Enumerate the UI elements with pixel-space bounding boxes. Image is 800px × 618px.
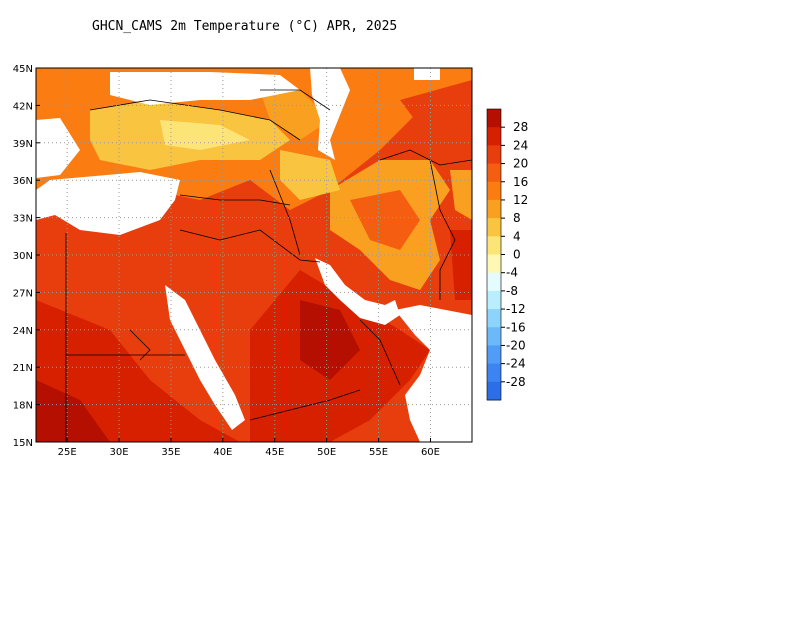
x-tick-label: 45E	[265, 447, 284, 458]
y-tick-label: 33N	[13, 214, 33, 225]
colorbar-label: 8	[513, 211, 521, 225]
y-tick-label: 15N	[13, 438, 33, 449]
x-tick-label: 30E	[110, 447, 129, 458]
colorbar-label: 12	[513, 193, 528, 207]
colorbar-swatch	[487, 181, 501, 201]
field-turkmen	[400, 80, 472, 150]
temperature-field	[36, 68, 472, 442]
colorbar-swatch	[487, 345, 501, 365]
field-afghan	[450, 170, 472, 220]
y-tick-label: 18N	[13, 401, 33, 412]
colorbar-swatch	[487, 109, 501, 128]
border-yemen-saudi	[249, 389, 361, 421]
black-sea	[110, 72, 300, 105]
border-iran-turkmen	[379, 149, 472, 166]
y-tick-label: 24N	[13, 326, 33, 337]
aegean-sea	[36, 118, 80, 178]
red-sea	[165, 285, 245, 430]
colorbar: 28 24 20 16 12 8 4 0 -4 -8 -12 -16 -20 -24 -28	[486, 108, 528, 401]
y-tick-label: 42N	[13, 101, 33, 112]
border-caucasus	[260, 89, 331, 111]
x-tick-label: 55E	[369, 447, 388, 458]
colorbar-label: -28	[506, 375, 526, 389]
colorbar-swatch	[487, 327, 501, 346]
field-hot-africa	[36, 300, 240, 442]
borders	[65, 89, 472, 442]
colorbar-label: -16	[506, 320, 526, 334]
x-tick-label: 25E	[58, 447, 77, 458]
y-tick-label: 39N	[13, 139, 33, 150]
border-syria-turkey	[179, 194, 291, 206]
field-veryhot-2	[300, 300, 360, 380]
x-tick-label: 60E	[421, 447, 440, 458]
colorbar-label: -4	[506, 266, 518, 280]
field-pakistan	[450, 230, 472, 300]
border-nile	[129, 329, 151, 361]
y-tick-label: 36N	[13, 176, 33, 187]
colorbar-label: -20	[506, 338, 526, 352]
colorbar-swatch	[487, 309, 501, 328]
colorbar-label: 4	[513, 229, 521, 243]
mediterranean-sea	[36, 172, 180, 235]
colorbar-swatch	[487, 236, 501, 255]
colorbar-label: -8	[506, 284, 518, 298]
y-tick-label: 45N	[13, 64, 33, 75]
caspian-sea	[310, 68, 350, 160]
colorbar-swatch	[487, 218, 501, 237]
colorbar-swatch	[487, 163, 501, 183]
colorbar-swatch	[487, 199, 501, 219]
border-oman	[359, 319, 401, 386]
colorbar-label: 16	[513, 175, 528, 189]
border-iran-afghan	[429, 159, 456, 300]
y-tick-label: 27N	[13, 288, 33, 299]
colorbar-label: -12	[506, 302, 526, 316]
colorbar-swatch	[487, 290, 501, 310]
map-title: GHCN_CAMS 2m Temperature (°C) APR, 2025	[92, 19, 398, 34]
colorbar-label: 20	[513, 157, 528, 171]
border-iran-iraq	[269, 169, 301, 256]
colorbar-label: -24	[506, 357, 526, 371]
y-axis-ticks: 15N 18N 21N 24N 27N 30N 33N 36N 39N 42N 45N	[13, 64, 40, 449]
colorbar-swatch	[487, 127, 501, 146]
x-axis-ticks: 25E 30E 35E 40E 45E 50E 55E 60E	[58, 438, 440, 458]
arabian-sea	[395, 305, 472, 442]
field-caucasus	[260, 90, 330, 140]
gridlines	[36, 68, 472, 442]
colorbar-label: 28	[513, 120, 528, 134]
colorbar-swatch	[487, 272, 501, 292]
y-tick-label: 21N	[13, 363, 33, 374]
colorbar-swatch	[487, 381, 501, 401]
x-tick-label: 35E	[161, 447, 180, 458]
colorbar-swatch	[487, 363, 501, 383]
field-zagros	[280, 150, 340, 200]
field-veryhot-1	[36, 380, 110, 442]
colorbar-label: 24	[513, 138, 528, 152]
colorbar-swatch	[487, 145, 501, 165]
coast-anatolia-north	[89, 99, 301, 141]
x-tick-label: 50E	[317, 447, 336, 458]
colorbar-label: 0	[513, 248, 521, 262]
field-anatolia-cold	[160, 120, 250, 150]
colorbar-swatch	[487, 254, 501, 274]
aral-gap	[414, 68, 440, 80]
field-iran-center	[350, 190, 420, 250]
x-tick-label: 40E	[213, 447, 232, 458]
border-iraq-saudi	[179, 229, 321, 263]
y-tick-label: 30N	[13, 251, 33, 262]
